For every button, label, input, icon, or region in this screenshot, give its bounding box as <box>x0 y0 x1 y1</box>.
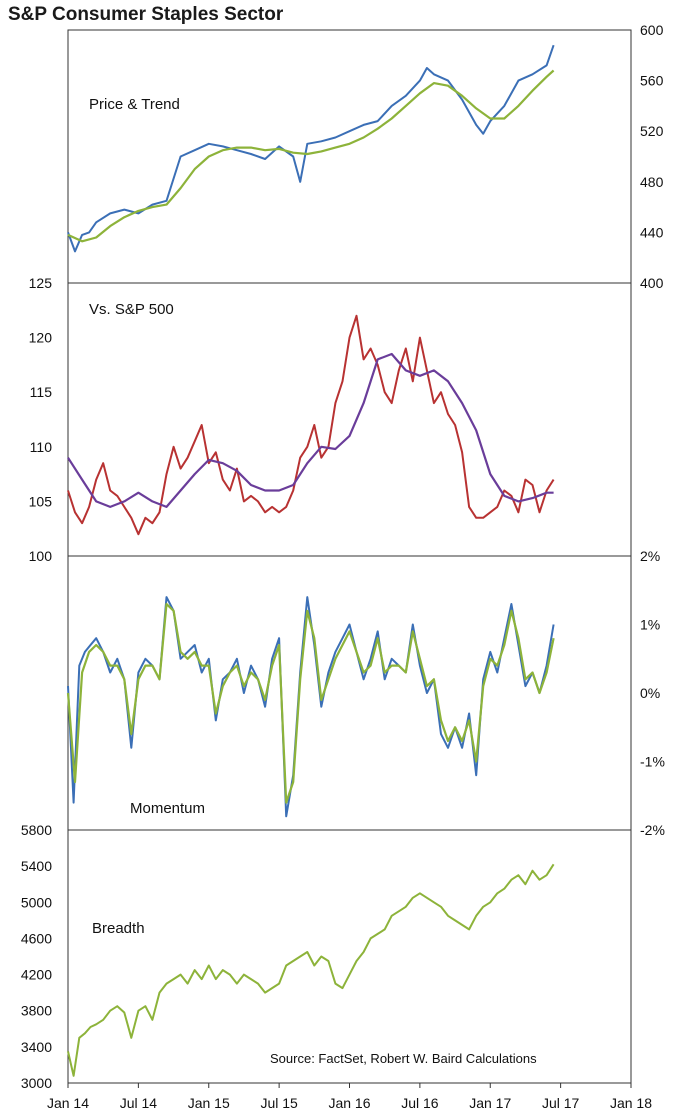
xtick-label: Jan 18 <box>610 1095 652 1111</box>
ytick-label: -1% <box>640 754 665 770</box>
ytick-label: 440 <box>640 224 664 240</box>
source-note: Source: FactSet, Robert W. Baird Calcula… <box>270 1051 537 1066</box>
ytick-label: 110 <box>30 439 53 455</box>
chart-marks <box>66 44 555 1077</box>
series-line-relative <box>67 314 555 536</box>
ytick-label: 105 <box>29 493 53 509</box>
ytick-label: 3400 <box>21 1039 52 1055</box>
breadth-label: Breadth <box>92 920 145 937</box>
momentum-label: Momentum <box>130 800 205 817</box>
xtick-label: Jul 17 <box>542 1095 580 1111</box>
ytick-label: 115 <box>30 384 53 400</box>
price-panel-frame <box>67 29 632 284</box>
panel-frames <box>67 29 632 1084</box>
xtick-label: Jan 14 <box>47 1095 89 1111</box>
axis-ticks: 400 440 480 520 560 600 100 105 110 115 120 125 -2% -… <box>21 22 665 1111</box>
breadth-panel-frame <box>67 829 632 1084</box>
series-line-trend <box>67 69 555 243</box>
series-line-momentum-smoothed- <box>66 602 555 804</box>
series-line-breadth <box>67 863 555 1077</box>
price-trend-label: Price & Trend <box>89 96 180 113</box>
xtick-label: Jan 17 <box>469 1095 511 1111</box>
ytick-label: 4200 <box>21 967 52 983</box>
ytick-label: 120 <box>29 330 53 346</box>
ytick-label: 5400 <box>21 858 52 874</box>
relative-panel-frame <box>67 282 632 557</box>
xtick-label: Jul 14 <box>120 1095 158 1111</box>
ytick-label: 4600 <box>21 930 52 946</box>
ytick-label: 5000 <box>21 894 52 910</box>
vs-sp500-label: Vs. S&P 500 <box>89 301 174 318</box>
series-line-average <box>67 352 554 508</box>
momentum-panel-frame <box>67 555 632 831</box>
ytick-label: 0% <box>640 685 660 701</box>
ytick-label: 600 <box>640 22 664 38</box>
xtick-label: Jan 16 <box>328 1095 370 1111</box>
xtick-label: Jan 15 <box>188 1095 230 1111</box>
ytick-label: 520 <box>640 123 664 139</box>
ytick-label: 125 <box>29 275 53 291</box>
ytick-label: 480 <box>640 174 664 190</box>
ytick-label: 560 <box>640 73 664 89</box>
ytick-label: 3000 <box>21 1075 52 1091</box>
ytick-label: 2% <box>640 548 660 564</box>
ytick-label: 100 <box>29 548 53 564</box>
ytick-label: -2% <box>640 822 665 838</box>
ytick-label: 3800 <box>21 1003 52 1019</box>
chart-title: S&P Consumer Staples Sector <box>8 4 284 25</box>
ytick-label: 1% <box>640 617 660 633</box>
xtick-label: Jul 15 <box>260 1095 298 1111</box>
ytick-label: 5800 <box>21 822 52 838</box>
series-line-price <box>67 44 555 253</box>
ytick-label: 400 <box>640 275 664 291</box>
xtick-label: Jul 16 <box>401 1095 439 1111</box>
